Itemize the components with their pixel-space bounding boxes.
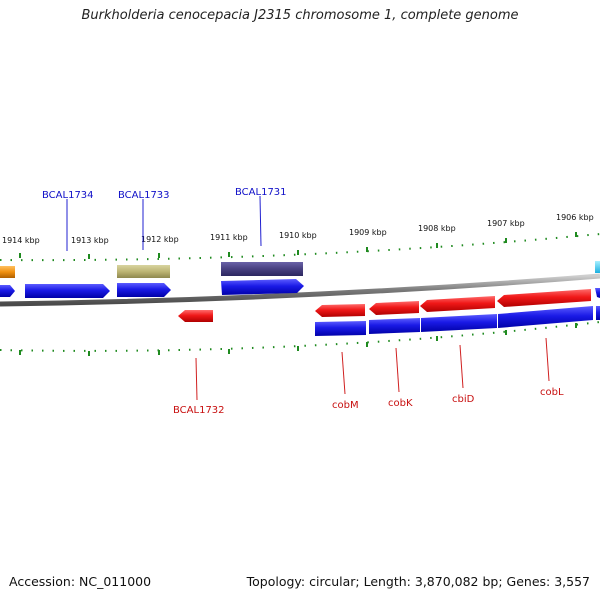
gene-label-BCAL1731[interactable]: BCAL1731: [235, 187, 287, 198]
upper-outer-features: [0, 261, 600, 278]
lower-block[interactable]: [369, 318, 420, 334]
gene-labels-top: BCAL1734 BCAL1733 BCAL1731: [42, 187, 287, 201]
map-title: Burkholderia cenocepacia J2315 chromosom…: [81, 8, 519, 23]
reverse-cds-track: [178, 289, 591, 322]
gene-labels-bottom: BCAL1732 cobM cobK cbiD cobL: [173, 387, 564, 416]
lower-block[interactable]: [421, 314, 497, 332]
bottom-leader-lines: [195, 337, 550, 401]
chromosome-backbone: [0, 273, 600, 307]
scale-label: 1911 kbp: [210, 233, 248, 242]
forward-cds-track: [0, 279, 600, 298]
gene-label-cbiD[interactable]: cbiD: [452, 394, 475, 405]
cds-arrow-forward-edge[interactable]: [595, 288, 600, 298]
upper-major-ticks: [19, 232, 577, 259]
lower-major-ticks: [19, 323, 577, 356]
lower-block[interactable]: [315, 321, 366, 336]
scale-labels: 1914 kbp 1913 kbp 1912 kbp 1911 kbp 1910…: [2, 213, 594, 245]
gene-label-BCAL1732[interactable]: BCAL1732: [173, 405, 225, 416]
top-leader-lines: [66, 195, 262, 251]
scale-label: 1912 kbp: [141, 235, 179, 244]
leader-line-cobL: [545, 337, 550, 382]
scale-label: 1914 kbp: [2, 236, 40, 245]
feature-BCAL1733-region[interactable]: [117, 265, 170, 278]
cds-arrow-BCAL1734[interactable]: [25, 284, 110, 298]
scale-label: 1906 kbp: [556, 213, 594, 222]
lower-tick-row: [0, 321, 600, 352]
scale-label: 1908 kbp: [418, 224, 456, 233]
lower-blue-track: [315, 306, 600, 336]
leader-line-BCAL1732: [195, 357, 198, 401]
lower-block[interactable]: [498, 306, 593, 328]
cds-arrow-forward[interactable]: [0, 285, 15, 297]
cds-arrow-cobL[interactable]: [497, 289, 591, 307]
leader-line-cobK: [395, 347, 400, 393]
scale-label: 1913 kbp: [71, 236, 109, 245]
leader-line-cobM: [341, 351, 346, 395]
accession-text: Accession: NC_011000: [9, 574, 152, 589]
leader-line-cbiD: [459, 344, 464, 389]
scale-label: 1909 kbp: [349, 228, 387, 237]
leader-line-BCAL1731: [259, 195, 262, 247]
upper-tick-row: [0, 233, 600, 262]
cds-arrow-cbiD[interactable]: [420, 296, 495, 312]
cds-arrow-cobM[interactable]: [315, 304, 365, 317]
gene-label-cobL[interactable]: cobL: [540, 387, 564, 398]
gene-label-cobM[interactable]: cobM: [332, 400, 359, 411]
genome-summary-text: Topology: circular; Length: 3,870,082 bp…: [246, 574, 590, 589]
cds-arrow-cobK[interactable]: [369, 301, 419, 315]
cds-arrow-BCAL1731[interactable]: [221, 279, 304, 295]
gene-label-BCAL1733[interactable]: BCAL1733: [118, 190, 170, 201]
gene-label-BCAL1734[interactable]: BCAL1734: [42, 190, 94, 201]
feature-cyan[interactable]: [595, 261, 600, 273]
cds-arrow-BCAL1732[interactable]: [178, 310, 213, 322]
gene-label-cobK[interactable]: cobK: [388, 398, 413, 409]
lower-block-edge[interactable]: [596, 306, 600, 320]
cds-arrow-BCAL1733[interactable]: [117, 283, 171, 297]
scale-label: 1907 kbp: [487, 219, 525, 228]
feature-orange[interactable]: [0, 266, 15, 278]
scale-label: 1910 kbp: [279, 231, 317, 240]
feature-BCAL1731-region[interactable]: [221, 262, 303, 276]
